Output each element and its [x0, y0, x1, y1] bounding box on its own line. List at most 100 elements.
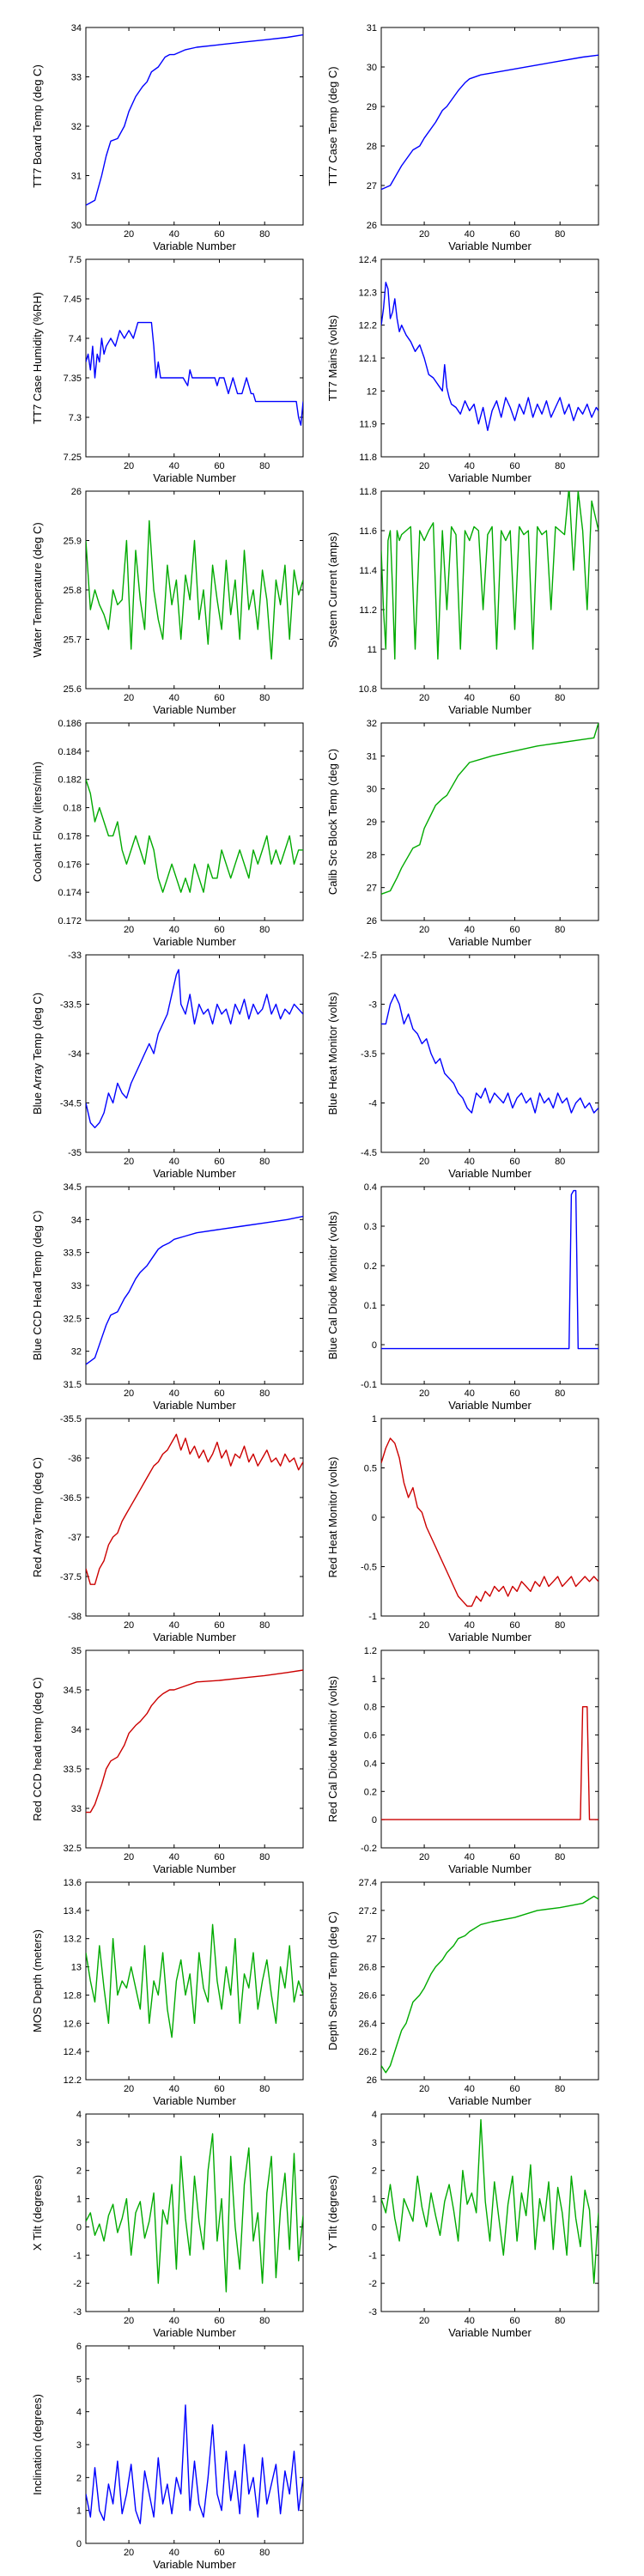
x-tick-label: 80: [259, 1620, 270, 1631]
y-tick-label: -33: [68, 951, 82, 961]
y-axis-label: Blue Array Temp (deg C): [31, 993, 44, 1115]
y-tick-label: 35: [71, 1646, 82, 1656]
x-tick-label: 20: [419, 693, 429, 703]
chart-panel-3: 20 40 60 80 7.25 7.3 7.35 7.4 7.45 7.5 Variable Nu…: [31, 255, 304, 484]
y-tick-label: 7.4: [69, 334, 82, 344]
y-tick-label: 12.8: [64, 1990, 82, 2001]
y-tick-label: 31: [71, 172, 82, 182]
y-axis-label: TT7 Board Temp (deg C): [31, 64, 44, 188]
y-tick-label: 25.6: [64, 684, 82, 695]
x-tick-label: 40: [169, 2316, 179, 2326]
x-axis-label: Variable Number: [153, 1167, 236, 1180]
axes-frame: [380, 1186, 599, 1385]
series-line: [86, 33, 303, 206]
x-tick-label: 60: [509, 2316, 519, 2326]
y-tick-label: 0.6: [364, 1731, 377, 1741]
y-tick-label: -35.5: [60, 1414, 82, 1425]
y-tick-label: 26.4: [359, 2019, 377, 2029]
y-tick-label: 3: [76, 2138, 82, 2148]
axes-frame: [380, 1418, 599, 1617]
y-tick-label: 12.4: [64, 2047, 82, 2057]
y-tick-label: 7.25: [64, 453, 82, 463]
y-tick-label: 2: [76, 2166, 82, 2177]
x-tick-label: 20: [419, 2316, 429, 2326]
y-tick-label: -37.5: [60, 1572, 82, 1583]
chart-panel-14: 20 40 60 80 -1 -0.5 0 0.5 1 Variable Number Red He…: [326, 1414, 599, 1643]
x-axis-label: Variable Number: [153, 1631, 236, 1643]
y-tick-label: 11.8: [359, 487, 377, 497]
x-tick-label: 40: [169, 693, 179, 703]
y-tick-label: -36.5: [60, 1493, 82, 1504]
y-tick-label: -2: [73, 2279, 82, 2289]
y-tick-label: -3: [368, 2307, 377, 2318]
x-tick-label: 80: [555, 1388, 565, 1399]
x-axis-label: Variable Number: [448, 240, 532, 252]
y-tick-label: 13.2: [64, 1935, 82, 1945]
y-tick-label: 1: [76, 2195, 82, 2205]
x-tick-label: 20: [419, 2084, 429, 2094]
y-tick-label: 11.2: [359, 605, 377, 616]
y-tick-label: 30: [367, 785, 377, 795]
y-tick-label: 11.8: [359, 453, 377, 463]
y-tick-label: 7.35: [64, 374, 82, 384]
y-tick-label: 0.182: [58, 775, 82, 786]
x-tick-label: 20: [124, 693, 134, 703]
y-axis-label: TT7 Case Humidity (%RH): [31, 292, 44, 424]
y-tick-label: 29: [367, 102, 377, 112]
y-tick-label: 12.1: [359, 354, 377, 364]
x-tick-label: 20: [124, 2316, 134, 2326]
y-axis-label: Depth Sensor Temp (deg C): [326, 1911, 339, 2050]
y-tick-label: 33: [71, 1804, 82, 1814]
axes-frame: [85, 490, 304, 690]
x-tick-label: 80: [259, 2548, 270, 2558]
x-tick-label: 20: [124, 2084, 134, 2094]
y-tick-label: 25.7: [64, 635, 82, 646]
series-line: [381, 1437, 598, 1607]
y-axis-label: Calib Src Block Temp (deg C): [326, 749, 339, 895]
axes-frame: [85, 1649, 304, 1849]
y-tick-label: 26.6: [359, 1990, 377, 2001]
chart-panel-9: 20 40 60 80 -35 -34.5 -34 -33.5 -33 Variable Numb…: [31, 951, 304, 1180]
x-tick-label: 60: [214, 461, 224, 471]
x-axis-label: Variable Number: [448, 1167, 532, 1180]
x-tick-label: 60: [214, 1388, 224, 1399]
chart-panel-13: 20 40 60 80 -38 -37.5 -37 -36.5 -36 -35.5 Variable…: [31, 1414, 304, 1643]
x-tick-label: 80: [259, 693, 270, 703]
y-tick-label: 3: [372, 2138, 377, 2148]
y-tick-label: 12.3: [359, 288, 377, 298]
series-line: [381, 1189, 598, 1350]
x-tick-label: 40: [465, 1157, 475, 1167]
axes-frame: [85, 1881, 304, 2081]
x-axis-label: Variable Number: [153, 1399, 236, 1412]
x-tick-label: 80: [259, 1852, 270, 1862]
axes-frame: [380, 27, 599, 226]
y-tick-label: 0.18: [64, 804, 82, 814]
y-tick-label: 0: [372, 1513, 377, 1523]
y-tick-label: 1: [372, 1414, 377, 1425]
x-tick-label: 80: [555, 461, 565, 471]
x-tick-label: 60: [214, 693, 224, 703]
x-axis-label: Variable Number: [448, 2326, 532, 2339]
x-tick-label: 60: [509, 925, 519, 935]
x-tick-label: 80: [555, 1852, 565, 1862]
y-tick-label: 31: [367, 23, 377, 33]
x-tick-label: 40: [465, 1852, 475, 1862]
x-tick-label: 60: [214, 2548, 224, 2558]
x-tick-label: 60: [509, 1620, 519, 1631]
y-tick-label: 0.2: [364, 1787, 377, 1797]
y-tick-label: 3: [76, 2440, 82, 2451]
x-tick-label: 40: [169, 1620, 179, 1631]
y-tick-label: 0: [372, 1815, 377, 1826]
y-tick-label: 0.4: [364, 1182, 377, 1193]
y-tick-label: 12: [367, 386, 377, 397]
y-tick-label: 32: [367, 719, 377, 729]
y-axis-label: Y Tilt (degrees): [326, 2175, 339, 2251]
x-tick-label: 60: [509, 461, 519, 471]
y-tick-label: -1: [368, 1612, 377, 1622]
chart-panel-20: 20 40 60 80 -3 -2 -1 0 1 2 3 4 Variable Number Y Tilt…: [326, 2110, 599, 2339]
y-tick-label: 27: [367, 884, 377, 894]
x-tick-label: 40: [465, 1388, 475, 1399]
x-tick-label: 40: [169, 1852, 179, 1862]
x-axis-label: Variable Number: [448, 1631, 532, 1643]
x-tick-label: 80: [555, 1157, 565, 1167]
